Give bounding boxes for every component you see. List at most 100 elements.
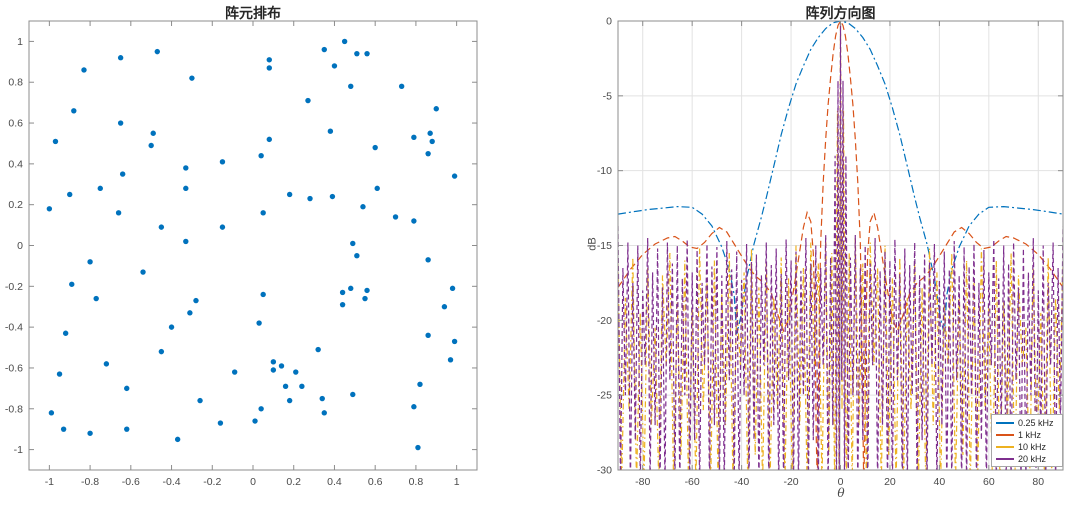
scatter-point — [364, 50, 370, 57]
x-tick-label: 80 — [1032, 476, 1044, 488]
axes-box — [28, 20, 478, 471]
scatter-point — [350, 391, 356, 398]
scatter-point — [411, 218, 417, 224]
scatter-point — [433, 106, 439, 112]
y-tick-label: 0 — [606, 16, 612, 28]
scatter-point — [282, 383, 289, 390]
scatter-point — [327, 128, 334, 134]
scatter-point — [319, 395, 325, 402]
scatter-point — [119, 171, 126, 177]
scatter-point — [189, 75, 195, 81]
scatter-point — [87, 430, 93, 436]
scatter-point — [321, 410, 327, 416]
scatter-point — [258, 153, 264, 159]
scatter-point — [183, 185, 189, 192]
x-tick-label: 40 — [934, 476, 946, 488]
scatter-point — [270, 367, 277, 373]
scatter-point — [425, 150, 431, 157]
right-chart-title: 阵列方向图 — [805, 5, 876, 21]
scatter-point — [339, 289, 346, 296]
scatter-point — [117, 120, 124, 126]
scatter-point — [449, 285, 456, 292]
x-tick-label: -20 — [783, 476, 798, 488]
scatter-point — [140, 269, 146, 275]
scatter-point — [219, 159, 226, 165]
scatter-point — [286, 191, 293, 198]
legend: 0.25 kHz 1 kHz 10 kHz 20 kHz — [991, 414, 1063, 467]
y-tick-label: -25 — [597, 390, 612, 402]
scatter-point — [154, 48, 160, 55]
scatter-point — [315, 346, 321, 353]
y-tick-label: -1 — [14, 444, 23, 456]
scatter-point — [427, 130, 433, 136]
x-tick-label: 0 — [838, 476, 844, 488]
scatter-point — [69, 281, 75, 287]
legend-line-sample — [996, 434, 1014, 436]
y-tick-label: 1 — [17, 36, 23, 48]
scatter-point — [266, 57, 272, 63]
y-tick-label: -20 — [597, 315, 612, 327]
scatter-point — [168, 324, 175, 330]
legend-item-0-25-khz: 0.25 kHz — [992, 417, 1062, 429]
scatter-point — [258, 406, 264, 412]
scatter-point — [331, 63, 338, 69]
scatter-point — [374, 185, 380, 192]
scatter-point — [372, 144, 378, 151]
scatter-point — [348, 83, 354, 90]
scatter-point — [339, 301, 346, 308]
y-tick-label: -0.6 — [5, 362, 23, 374]
scatter-point — [350, 240, 356, 247]
x-tick-label: -80 — [635, 476, 650, 488]
y-tick-label: -30 — [597, 465, 612, 477]
scatter-point — [48, 410, 55, 416]
scatter-point — [67, 191, 73, 198]
scatter-point — [293, 369, 299, 375]
scatter-point — [260, 210, 266, 216]
scatter-point — [360, 204, 366, 210]
x-tick-label: 0.8 — [409, 476, 424, 488]
scatter-point — [71, 108, 77, 114]
scatter-point — [398, 83, 405, 90]
series-line-1-khz — [618, 21, 1063, 470]
scatter-point — [124, 385, 130, 392]
scatter-point — [252, 418, 258, 424]
scatter-point — [451, 338, 458, 345]
x-tick-label: 0 — [250, 476, 256, 488]
scatter-point — [87, 259, 93, 265]
x-tick-label: 0.4 — [327, 476, 342, 488]
scatter-point — [103, 361, 110, 367]
scatter-point — [193, 297, 199, 304]
scatter-point — [52, 138, 59, 145]
left-chart-title: 阵元排布 — [225, 5, 281, 21]
x-tick-label: -40 — [734, 476, 749, 488]
scatter-point — [148, 142, 154, 149]
scatter-point — [278, 363, 285, 369]
scatter-point — [158, 224, 165, 230]
legend-item-20-khz: 20 kHz — [992, 453, 1062, 465]
legend-item-10-khz: 10 kHz — [992, 441, 1062, 453]
scatter-point — [270, 359, 277, 365]
x-tick-label: 0.6 — [368, 476, 383, 488]
legend-item-1-khz: 1 kHz — [992, 429, 1062, 441]
scatter-point — [187, 310, 193, 316]
y-tick-label: -0.4 — [5, 322, 23, 334]
x-tick-label: -0.6 — [122, 476, 140, 488]
scatter-point — [341, 38, 348, 45]
scatter-point — [93, 295, 99, 302]
y-tick-label: 0.4 — [8, 158, 23, 170]
scatter-point — [451, 173, 458, 179]
scatter-point — [354, 50, 360, 57]
legend-label: 0.25 kHz — [1018, 418, 1054, 428]
x-tick-label: -0.4 — [162, 476, 180, 488]
right-chart-xlabel: θ — [837, 486, 845, 500]
scatter-point — [150, 130, 156, 136]
x-tick-label: -60 — [685, 476, 700, 488]
scatter-point — [411, 404, 417, 410]
scatter-point — [354, 253, 360, 259]
x-tick-label: -1 — [45, 476, 54, 488]
scatter-point — [256, 320, 262, 326]
scatter-point — [447, 357, 454, 363]
scatter-point — [260, 291, 266, 298]
scatter-point — [115, 210, 122, 216]
